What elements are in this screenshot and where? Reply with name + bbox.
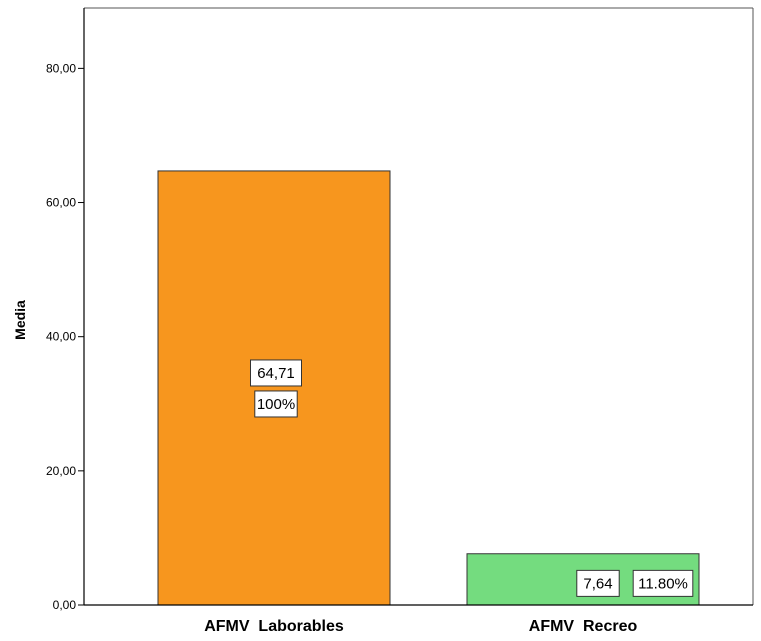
data-label-text: 11.80% — [638, 575, 688, 592]
plot-frame — [83, 7, 754, 606]
data-label-box — [632, 569, 694, 597]
data-label-box — [254, 390, 298, 418]
value-label: 64,71 — [250, 359, 302, 387]
bar — [157, 170, 391, 606]
data-label-text: 7,64 — [583, 575, 612, 592]
percent-label: 11.80% — [632, 569, 694, 597]
y-axis-title: Media — [12, 300, 28, 340]
bars-group — [157, 170, 700, 606]
data-labels: 64,71 100% 7,64 11.80% — [250, 359, 694, 597]
y-tick-label: 20,00 — [46, 464, 76, 478]
data-label-text: 64,71 — [257, 365, 295, 382]
y-tick-label: 40,00 — [46, 330, 76, 344]
data-label-box — [576, 569, 620, 597]
y-axis-ticks: 0,00 20,00 40,00 60,00 80,00 — [46, 61, 84, 612]
y-tick-label: 0,00 — [53, 598, 77, 612]
y-tick-label: 80,00 — [46, 61, 76, 75]
x-category-label: AFMV Laborables — [204, 618, 344, 635]
data-label-box — [250, 359, 302, 387]
data-label-text: 100% — [257, 396, 295, 413]
x-category-label: AFMV Recreo — [529, 618, 638, 635]
value-label: 7,64 — [576, 569, 620, 597]
y-tick-label: 60,00 — [46, 196, 76, 210]
x-axis-labels: AFMV Laborables AFMV Recreo — [204, 618, 637, 635]
percent-label: 100% — [254, 390, 298, 418]
